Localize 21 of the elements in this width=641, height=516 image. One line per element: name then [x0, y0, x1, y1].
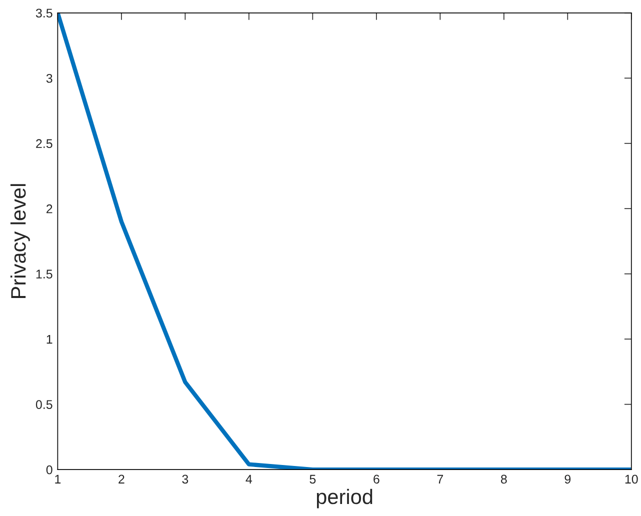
y-tick-label: 0.5: [36, 400, 52, 409]
line-series: [58, 12, 632, 470]
x-tick-label: 4: [246, 474, 252, 484]
y-tick-label: 2: [46, 204, 52, 214]
y-tick-label: 1.5: [36, 270, 52, 278]
y-tick-label: 3.5: [36, 8, 52, 18]
y-tick-label: 3: [46, 74, 52, 83]
x-tick-label: 2: [118, 474, 124, 484]
x-axis-title: period: [316, 488, 372, 508]
x-tick-label: 7: [437, 474, 443, 484]
x-tick-label: 8: [500, 474, 507, 484]
x-tick-label: 3: [182, 474, 188, 484]
x-tick-label: 5: [310, 474, 316, 484]
y-tick-label: 2.5: [36, 139, 52, 148]
x-tick-label: 6: [374, 474, 380, 484]
x-tick-label: 1: [55, 474, 61, 484]
x-tick-label: 10: [625, 474, 638, 484]
x-tick-label: 9: [564, 474, 571, 484]
y-tick-label: 0: [46, 465, 52, 474]
y-tick-label: 1: [46, 335, 52, 344]
y-axis-title: Privacy level: [10, 184, 30, 298]
